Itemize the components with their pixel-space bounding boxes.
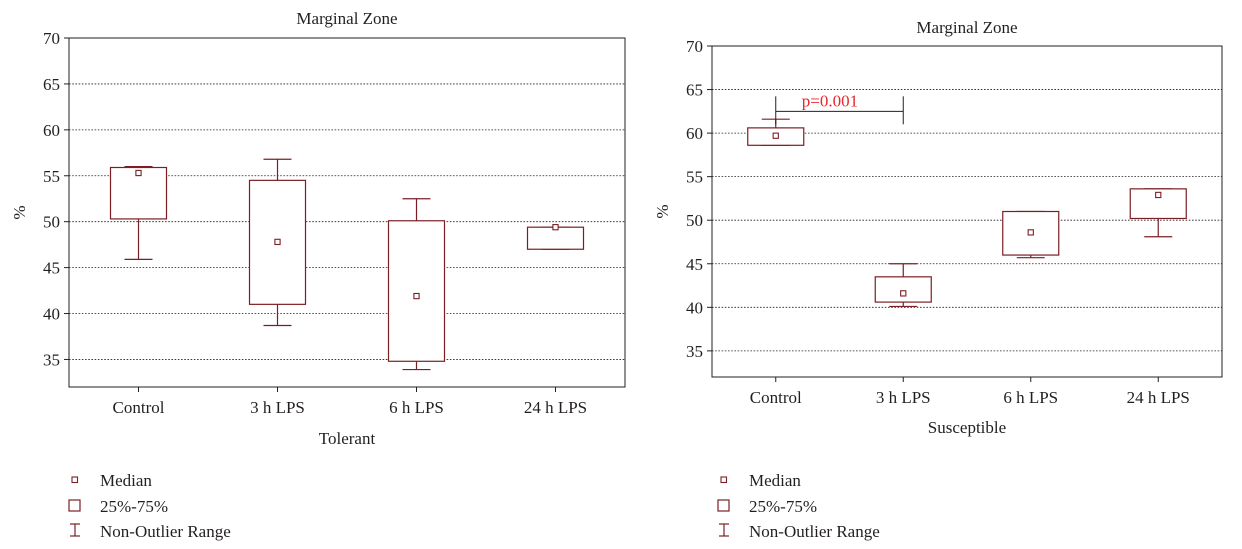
median-marker [1027, 229, 1034, 236]
legend-whisker-label: Non-Outlier Range [100, 522, 231, 541]
plot-frame [68, 37, 626, 388]
median-marker [413, 292, 420, 300]
y-tick-label: 40 [43, 305, 60, 324]
y-tick-label: 65 [686, 81, 703, 100]
box-4 [1129, 188, 1187, 238]
y-tick-label: 50 [686, 211, 703, 230]
x-tick-label: 3 h LPS [250, 398, 305, 417]
y-tick-label: 70 [686, 37, 703, 56]
y-tick-label: 45 [43, 259, 60, 278]
y-tick-label: 55 [686, 168, 703, 187]
box-1 [109, 165, 168, 260]
whisker-icon [719, 523, 729, 537]
y-tick-label: 50 [43, 213, 60, 232]
p-value-label: p=0.001 [802, 91, 858, 110]
x-tick-label: 6 h LPS [389, 398, 444, 417]
y-axis-label: % [10, 205, 29, 219]
y-tick-label: 70 [43, 29, 60, 48]
x-tick-label: 6 h LPS [1003, 388, 1058, 407]
y-tick-label: 45 [686, 255, 703, 274]
box-2 [874, 263, 932, 308]
x-tick-label: 24 h LPS [1127, 388, 1190, 407]
legend-whisker-label: Non-Outlier Range [749, 522, 880, 541]
y-tick-label: 35 [686, 342, 703, 361]
legend-box-label: 25%-75% [749, 497, 817, 516]
x-tick-label: 24 h LPS [524, 398, 587, 417]
box-4 [526, 224, 585, 250]
legend-box-label: 25%-75% [100, 497, 168, 516]
box-iqr [874, 276, 932, 303]
box-2 [248, 158, 307, 327]
median-marker [552, 224, 559, 231]
y-tick-label: 35 [43, 350, 60, 369]
legend: Median 25%-75% Non-Outlier Range [68, 471, 231, 541]
box-iqr [109, 166, 168, 220]
median-marker [772, 132, 779, 139]
box-icon [68, 499, 81, 512]
y-tick-label: 65 [43, 75, 60, 94]
median-marker [135, 169, 142, 177]
y-tick-label: 55 [43, 167, 60, 186]
x-axis-label: Tolerant [319, 429, 376, 448]
whisker-icon [70, 523, 80, 537]
x-tick-label: Control [113, 398, 165, 417]
x-tick-label: Control [750, 388, 802, 407]
box-1 [747, 118, 805, 146]
median-marker [900, 290, 907, 297]
median-icon [720, 476, 728, 484]
y-axis-label: % [653, 204, 672, 218]
chart-1: 35 40 45 50 55 60 65 70 Control 3 h LPS 6 h LPS 24 … [10, 9, 626, 541]
median-marker [1155, 191, 1162, 199]
box-icon [717, 499, 730, 512]
significance-bracket: p=0.001 [775, 91, 904, 125]
y-tick-label: 60 [686, 124, 703, 143]
box-3 [387, 198, 446, 371]
legend-median-label: Median [100, 471, 152, 490]
chart-2: 35 40 45 50 55 60 65 70 Control 3 h LPS 6 h LPS 24 … [653, 18, 1223, 541]
box-3 [1002, 210, 1060, 259]
median-marker [274, 238, 281, 246]
chart-title: Marginal Zone [916, 18, 1017, 37]
median-icon [71, 476, 79, 484]
x-axis-label: Susceptible [928, 418, 1006, 437]
x-tick-label: 3 h LPS [876, 388, 931, 407]
y-tick-label: 40 [686, 298, 703, 317]
legend-median-label: Median [749, 471, 801, 490]
legend: Median 25%-75% Non-Outlier Range [717, 471, 880, 541]
y-tick-label: 60 [43, 121, 60, 140]
plot-frame [711, 45, 1223, 378]
box-iqr [526, 226, 585, 250]
box-iqr [387, 220, 446, 362]
chart-title: Marginal Zone [296, 9, 397, 28]
